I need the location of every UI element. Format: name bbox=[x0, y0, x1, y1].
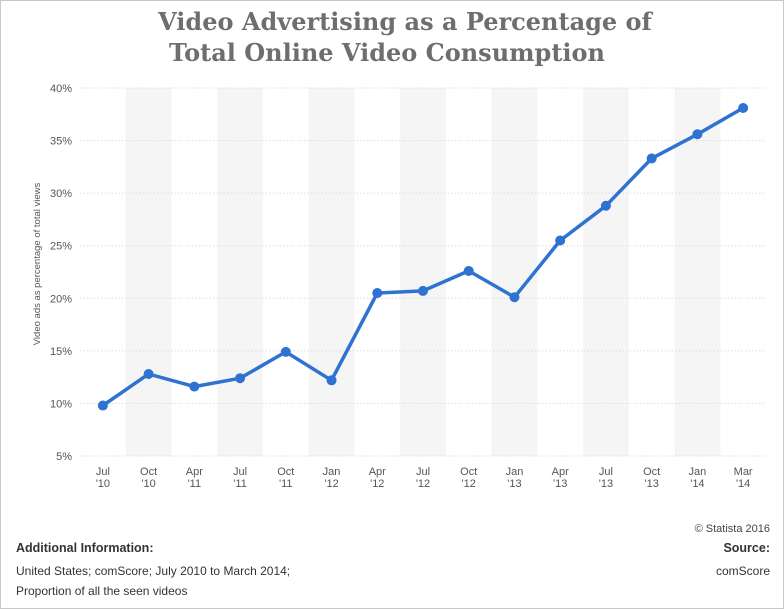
x-tick-label: Jan '14 bbox=[689, 466, 707, 490]
x-tick-year: '10 bbox=[141, 478, 155, 490]
x-tick-month: Apr bbox=[369, 466, 386, 478]
data-point bbox=[600, 200, 611, 211]
data-point bbox=[738, 102, 749, 113]
y-tick-label: 10% bbox=[50, 398, 72, 410]
y-tick-label: 15% bbox=[50, 346, 72, 358]
x-tick-label: Jul '10 bbox=[96, 466, 110, 490]
x-tick-month: Jul bbox=[599, 466, 613, 478]
x-tick-label: Oct '12 bbox=[460, 466, 477, 490]
x-tick-month: Jan bbox=[506, 466, 524, 478]
x-tick-month: Apr bbox=[186, 466, 203, 478]
x-tick-month: Jul bbox=[233, 466, 247, 478]
x-tick-month: Jul bbox=[96, 466, 110, 478]
additional-information: Additional Information: United States; c… bbox=[16, 541, 290, 601]
x-tick-year: '14 bbox=[690, 478, 704, 490]
chart-title-line-1: Video Advertising as a Percentage of bbox=[158, 7, 652, 36]
column-band bbox=[217, 88, 263, 456]
x-tick-label: Oct '11 bbox=[277, 466, 294, 490]
data-point bbox=[555, 235, 566, 246]
y-gridlines bbox=[80, 87, 766, 457]
source-heading: Source: bbox=[723, 541, 770, 555]
data-point bbox=[235, 373, 246, 384]
chart-title-line-2: Total Online Video Consumption bbox=[169, 38, 605, 67]
column-band bbox=[583, 88, 629, 456]
x-tick-label: Apr '11 bbox=[186, 466, 203, 490]
x-tick-label: Oct '13 bbox=[643, 466, 660, 490]
y-tick-label: 40% bbox=[50, 83, 72, 95]
data-point bbox=[692, 129, 703, 140]
x-tick-year: '10 bbox=[96, 478, 110, 490]
column-band bbox=[125, 88, 172, 456]
x-tick-year: '11 bbox=[233, 478, 247, 490]
data-point bbox=[97, 400, 108, 411]
x-tick-month: Mar bbox=[734, 466, 753, 478]
data-point bbox=[326, 375, 337, 386]
column-band bbox=[491, 88, 538, 456]
y-tick-label: 30% bbox=[50, 188, 72, 200]
x-tick-month: Apr bbox=[552, 466, 569, 478]
data-point bbox=[189, 381, 200, 392]
column-band bbox=[674, 88, 721, 456]
x-tick-year: '11 bbox=[279, 478, 293, 490]
x-tick-month: Oct bbox=[460, 466, 477, 478]
x-tick-month: Oct bbox=[643, 466, 660, 478]
copyright-note: © Statista 2016 bbox=[694, 523, 770, 535]
source-value: comScore bbox=[715, 564, 770, 578]
data-points bbox=[97, 102, 749, 411]
column-band bbox=[400, 88, 446, 456]
x-tick-month: Oct bbox=[140, 466, 157, 478]
x-tick-year: '12 bbox=[370, 478, 384, 490]
x-tick-month: Jan bbox=[689, 466, 707, 478]
x-tick-year: '14 bbox=[736, 478, 750, 490]
x-tick-year: '12 bbox=[324, 478, 338, 490]
y-axis-label: Video ads as percentage of total views bbox=[32, 183, 43, 346]
y-tick-label: 35% bbox=[50, 136, 72, 148]
x-tick-year: '13 bbox=[644, 478, 658, 490]
x-tick-year: '13 bbox=[507, 478, 521, 490]
data-point bbox=[280, 346, 291, 357]
data-point bbox=[143, 368, 154, 379]
data-point bbox=[372, 288, 383, 299]
column-band bbox=[308, 88, 355, 456]
data-point bbox=[509, 292, 520, 303]
y-tick-label: 25% bbox=[50, 241, 72, 253]
data-point bbox=[463, 265, 474, 276]
y-axis-ticks: 5% 10% 15% 20% 25% 30% 35% 40% bbox=[50, 83, 72, 463]
x-tick-label: Jul '11 bbox=[233, 466, 247, 490]
additional-info-line-2: Proportion of all the seen videos bbox=[16, 584, 188, 598]
chart-title: Video Advertising as a Percentage of Tot… bbox=[0, 6, 784, 68]
x-tick-label: Jul '13 bbox=[599, 466, 613, 490]
x-tick-label: Jan '13 bbox=[506, 466, 524, 490]
x-tick-label: Oct '10 bbox=[140, 466, 157, 490]
x-tick-year: '13 bbox=[599, 478, 613, 490]
x-tick-year: '13 bbox=[553, 478, 567, 490]
x-tick-year: '11 bbox=[188, 478, 202, 490]
additional-info-heading: Additional Information: bbox=[16, 541, 154, 555]
y-tick-label: 20% bbox=[50, 293, 72, 305]
source-block: Source: comScore bbox=[716, 541, 770, 581]
data-point bbox=[646, 153, 657, 164]
x-tick-label: Apr '12 bbox=[369, 466, 386, 490]
x-tick-month: Oct bbox=[277, 466, 294, 478]
x-tick-label: Jul '12 bbox=[416, 466, 430, 490]
x-tick-year: '12 bbox=[416, 478, 430, 490]
data-point bbox=[418, 285, 428, 296]
additional-info-line-1: United States; comScore; July 2010 to Ma… bbox=[16, 564, 291, 578]
alternating-bands bbox=[125, 88, 721, 456]
x-tick-month: Jan bbox=[323, 466, 341, 478]
x-tick-month: Jul bbox=[416, 466, 430, 478]
x-tick-label: Mar '14 bbox=[734, 466, 753, 490]
x-tick-year: '12 bbox=[462, 478, 476, 490]
x-tick-label: Jan '12 bbox=[323, 466, 341, 490]
x-tick-label: Apr '13 bbox=[552, 466, 569, 490]
y-tick-label: 5% bbox=[56, 451, 72, 463]
